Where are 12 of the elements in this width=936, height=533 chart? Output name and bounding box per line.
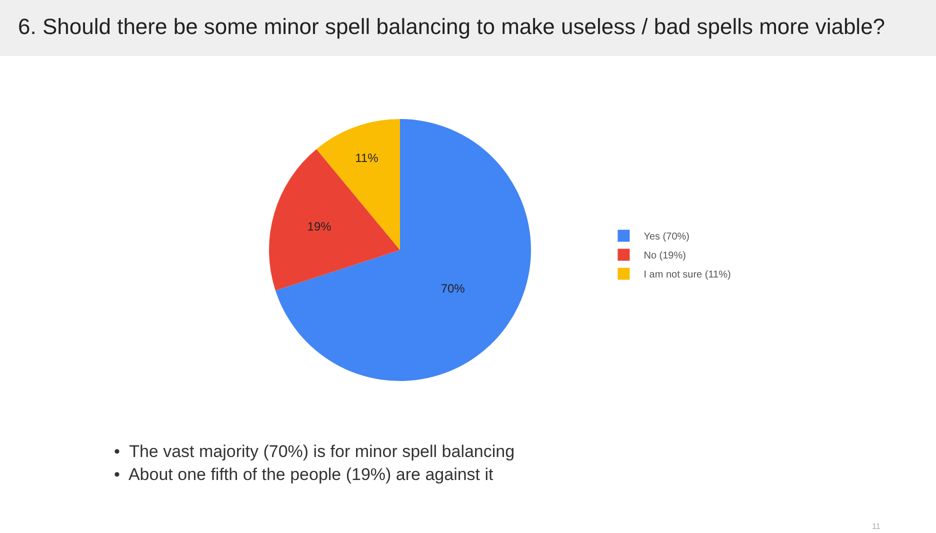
legend-label: No (19%) — [644, 250, 686, 262]
legend-label: I am not sure (11%) — [644, 270, 731, 281]
text: • The vast majority (70%) is for minor spell balancing — [114, 441, 515, 463]
text: • About one fifth of the people (19%) are against it — [114, 464, 494, 486]
data-label: 11% — [355, 150, 379, 165]
data-label: 19% — [307, 220, 332, 234]
legend-label: Yes (70%) — [644, 232, 690, 243]
chart-title: 6. Should there be some minor spell balancing to make useless / bad spells more viable? — [18, 14, 886, 40]
data-label: 70% — [440, 282, 466, 296]
pie-slice — [269, 149, 400, 290]
text: 11 — [872, 522, 880, 531]
pie-slice — [275, 119, 531, 381]
